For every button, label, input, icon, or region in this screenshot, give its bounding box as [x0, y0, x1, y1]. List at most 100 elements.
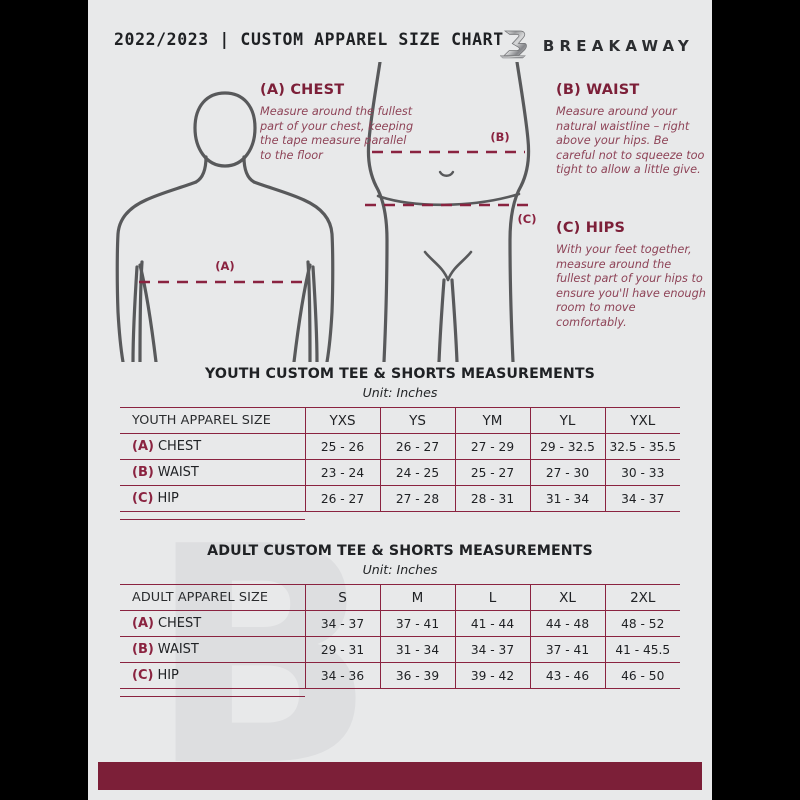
adult-hip-0: 34 - 36: [304, 662, 380, 689]
adult-waist-0: 29 - 31: [304, 636, 380, 663]
note-hips: (C) HIPS With your feet together, measur…: [556, 220, 708, 331]
torso-front-figure-icon: [115, 91, 335, 362]
table-row: (A) CHEST 34 - 37 37 - 41 41 - 44 44 - 48…: [120, 610, 680, 637]
adult-chest-0: 34 - 37: [304, 610, 380, 637]
row-tag-a: (A): [132, 439, 154, 454]
youth-hip-0: 26 - 27: [304, 485, 380, 512]
brand-group: BREAKAWAY: [496, 26, 694, 65]
table-bottom-rule: [120, 511, 680, 520]
table-row: (C) HIP 26 - 27 27 - 28 28 - 31 31 - 34 3…: [120, 485, 680, 512]
row-tag-c: (C): [132, 491, 154, 506]
youth-row-chest-label: (A) CHEST: [120, 433, 305, 460]
row-text: HIP: [157, 668, 179, 683]
youth-table-unit: Unit: Inches: [362, 385, 438, 400]
adult-hip-4: 46 - 50: [604, 662, 680, 689]
youth-waist-2: 25 - 27: [454, 459, 530, 486]
adult-table-unit: Unit: Inches: [362, 562, 438, 577]
size-chart-page: B 2022/2023 | CUSTOM APPAREL SIZE CHART: [88, 0, 712, 800]
adult-chest-1: 37 - 41: [379, 610, 455, 637]
adult-hip-2: 39 - 42: [454, 662, 530, 689]
adult-waist-4: 41 - 45.5: [604, 636, 680, 663]
adult-row-waist-label: (B) WAIST: [120, 636, 305, 663]
row-tag-b: (B): [132, 465, 154, 480]
youth-waist-1: 24 - 25: [379, 459, 455, 486]
page-title: 2022/2023 | CUSTOM APPAREL SIZE CHART: [114, 30, 504, 49]
adult-size-col-0: S: [304, 584, 380, 611]
table-row: (B) WAIST 23 - 24 24 - 25 25 - 27 27 - 30…: [120, 459, 680, 486]
youth-row-hip-label: (C) HIP: [120, 485, 305, 512]
row-tag-b: (B): [132, 642, 154, 657]
table-row: (B) WAIST 29 - 31 31 - 34 34 - 37 37 - 41…: [120, 636, 680, 663]
hips-front-figure-icon: [366, 62, 531, 362]
youth-chest-4: 32.5 - 35.5: [604, 433, 680, 460]
waist-marker-label: (B): [490, 130, 509, 144]
youth-size-col-3: YL: [529, 407, 605, 434]
table-header-row: ADULT APPAREL SIZE S M L XL 2XL: [120, 584, 680, 611]
adult-size-table-block: ADULT CUSTOM TEE & SHORTS MEASUREMENTS U…: [88, 543, 712, 697]
row-text: CHEST: [157, 616, 202, 631]
row-tag-c: (C): [132, 668, 154, 683]
youth-chest-2: 27 - 29: [454, 433, 530, 460]
table-row: (C) HIP 34 - 36 36 - 39 39 - 42 43 - 46 4…: [120, 662, 680, 689]
row-text: WAIST: [157, 642, 199, 657]
breakaway-b-logo-icon: [496, 26, 530, 65]
youth-header-label: YOUTH APPAREL SIZE: [120, 407, 305, 434]
youth-size-col-1: YS: [379, 407, 455, 434]
adult-chest-2: 41 - 44: [454, 610, 530, 637]
youth-hip-3: 31 - 34: [529, 485, 605, 512]
youth-hip-2: 28 - 31: [454, 485, 530, 512]
adult-size-col-4: 2XL: [604, 584, 680, 611]
youth-size-col-2: YM: [454, 407, 530, 434]
adult-chest-3: 44 - 48: [529, 610, 605, 637]
note-waist-title: (B) WAIST: [556, 82, 640, 98]
youth-hip-1: 27 - 28: [379, 485, 455, 512]
adult-size-col-2: L: [454, 584, 530, 611]
adult-size-col-3: XL: [529, 584, 605, 611]
adult-waist-2: 34 - 37: [454, 636, 530, 663]
youth-size-col-0: YXS: [304, 407, 380, 434]
adult-chest-4: 48 - 52: [604, 610, 680, 637]
chest-marker-label: (A): [215, 259, 234, 273]
table-header-row: YOUTH APPAREL SIZE YXS YS YM YL YXL: [120, 407, 680, 434]
page-header: 2022/2023 | CUSTOM APPAREL SIZE CHART: [88, 26, 712, 60]
youth-size-col-4: YXL: [604, 407, 680, 434]
youth-chest-1: 26 - 27: [379, 433, 455, 460]
adult-hip-3: 43 - 46: [529, 662, 605, 689]
table-bottom-rule: [120, 688, 680, 697]
footer-accent-bar: [98, 762, 702, 790]
note-hips-title: (C) HIPS: [556, 220, 626, 236]
body-figures-svg: (A) (B): [115, 62, 537, 362]
youth-row-waist-label: (B) WAIST: [120, 459, 305, 486]
row-text: HIP: [157, 491, 179, 506]
note-chest-body: Measure around the fullest part of your …: [260, 105, 414, 162]
adult-size-col-1: M: [379, 584, 455, 611]
youth-waist-0: 23 - 24: [304, 459, 380, 486]
row-text: CHEST: [157, 439, 202, 454]
adult-row-hip-label: (C) HIP: [120, 662, 305, 689]
youth-hip-4: 34 - 37: [604, 485, 680, 512]
adult-row-chest-label: (A) CHEST: [120, 610, 305, 637]
note-waist-body: Measure around your natural waistline – …: [556, 105, 705, 177]
youth-waist-3: 27 - 30: [529, 459, 605, 486]
table-row: (A) CHEST 25 - 26 26 - 27 27 - 29 29 - 32…: [120, 433, 680, 460]
note-hips-body: With your feet together, measure around …: [556, 243, 706, 329]
youth-chest-3: 29 - 32.5: [529, 433, 605, 460]
youth-table-title: YOUTH CUSTOM TEE & SHORTS MEASUREMENTS: [205, 366, 595, 382]
row-text: WAIST: [157, 465, 199, 480]
note-chest-title: (A) CHEST: [260, 82, 345, 98]
row-tag-a: (A): [132, 616, 154, 631]
adult-waist-3: 37 - 41: [529, 636, 605, 663]
adult-header-label: ADULT APPAREL SIZE: [120, 584, 305, 611]
adult-hip-1: 36 - 39: [379, 662, 455, 689]
brand-name: BREAKAWAY: [542, 36, 694, 55]
measurement-illustration: (A) (B): [88, 62, 712, 362]
adult-table-title: ADULT CUSTOM TEE & SHORTS MEASUREMENTS: [207, 543, 593, 559]
youth-chest-0: 25 - 26: [304, 433, 380, 460]
youth-size-table-block: YOUTH CUSTOM TEE & SHORTS MEASUREMENTS U…: [88, 366, 712, 520]
hips-marker-label: (C): [518, 212, 537, 226]
adult-waist-1: 31 - 34: [379, 636, 455, 663]
note-waist: (B) WAIST Measure around your natural wa…: [556, 82, 706, 178]
youth-waist-4: 30 - 33: [604, 459, 680, 486]
adult-size-table: ADULT APPAREL SIZE S M L XL 2XL (A) CHEST…: [120, 584, 680, 697]
youth-size-table: YOUTH APPAREL SIZE YXS YS YM YL YXL (A) C…: [120, 407, 680, 520]
